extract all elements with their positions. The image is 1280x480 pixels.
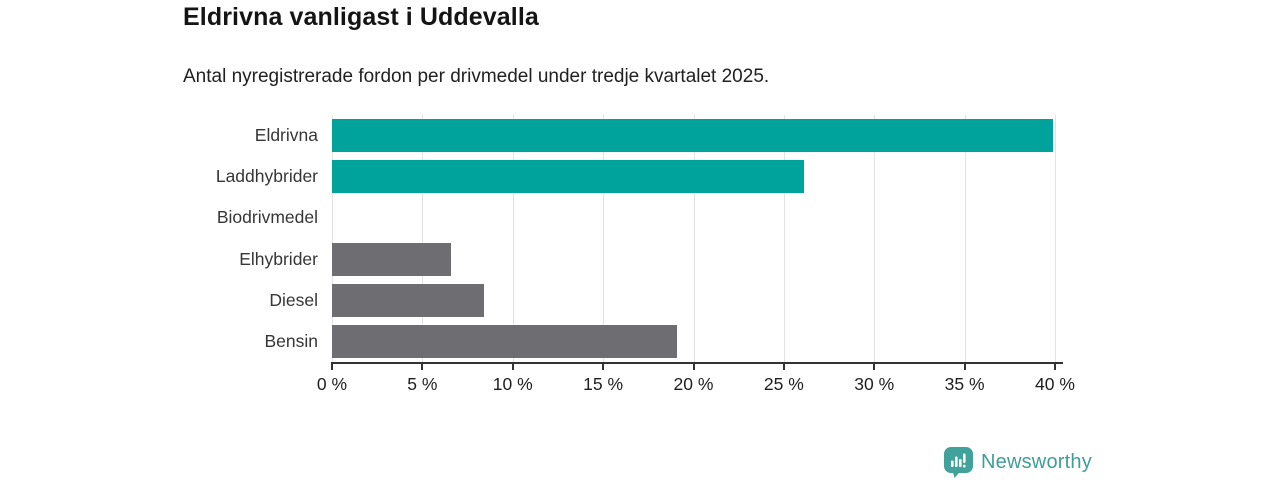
category-label: Eldrivna xyxy=(254,125,318,146)
x-tick xyxy=(511,362,514,370)
gridline xyxy=(783,115,785,362)
x-tick-label: 25 % xyxy=(763,374,804,394)
x-tick-label: 40 % xyxy=(1035,374,1075,394)
category-label: Diesel xyxy=(269,289,318,310)
bar-elhybrider xyxy=(332,242,452,276)
x-axis-line xyxy=(332,362,1063,364)
x-tick-label: 10 % xyxy=(492,374,533,394)
x-tick xyxy=(331,362,333,370)
gridline xyxy=(874,115,876,362)
bar-row xyxy=(332,156,1055,197)
x-tick xyxy=(692,362,695,370)
gridline xyxy=(512,115,514,362)
x-tick-label: 5 % xyxy=(407,374,438,394)
x-tick xyxy=(1054,362,1056,370)
x-tick xyxy=(782,362,785,370)
chart-subtitle: Antal nyregistrerade fordon per drivmede… xyxy=(183,66,770,87)
gridline xyxy=(693,115,695,362)
gridline xyxy=(603,115,605,362)
x-tick xyxy=(602,362,605,370)
category-label: Laddhybrider xyxy=(215,166,318,187)
x-tick xyxy=(963,362,966,370)
x-tick xyxy=(421,362,424,370)
bar-row xyxy=(332,280,1055,321)
x-tick-label: 20 % xyxy=(673,374,714,394)
gridline xyxy=(1055,115,1056,362)
chart-title: Eldrivna vanligast i Uddevalla xyxy=(183,3,539,31)
bar-eldrivna xyxy=(332,119,1054,153)
x-tick-label: 30 % xyxy=(854,374,895,394)
gridline xyxy=(422,115,424,362)
x-tick-label: 15 % xyxy=(583,374,624,394)
category-label: Elhybrider xyxy=(239,248,318,269)
brand-name: Newsworthy xyxy=(981,451,1092,473)
bar-laddhybrider xyxy=(332,160,804,194)
gridline xyxy=(332,115,333,362)
bar-bensin xyxy=(332,324,678,358)
gridlines xyxy=(332,115,1056,362)
bar-row xyxy=(332,321,1055,362)
x-tick-label: 0 % xyxy=(316,374,348,394)
bar-diesel xyxy=(332,283,484,317)
y-axis-category-labels: Eldrivna Laddhybrider Biodrivmedel Elhybrid… xyxy=(0,115,318,362)
bar-rows xyxy=(332,115,1055,362)
bar-row xyxy=(332,197,1055,238)
branding: Newsworthy xyxy=(944,447,1092,478)
category-label: Bensin xyxy=(264,330,318,351)
plot-area xyxy=(332,115,1056,362)
bar-row xyxy=(332,115,1055,156)
bar-row xyxy=(332,239,1055,280)
x-tick xyxy=(873,362,876,370)
category-label: Biodrivmedel xyxy=(216,207,318,228)
x-tick-label: 35 % xyxy=(944,374,985,394)
gridline xyxy=(964,115,966,362)
newsworthy-bar-chart-bubble-icon xyxy=(944,447,973,478)
